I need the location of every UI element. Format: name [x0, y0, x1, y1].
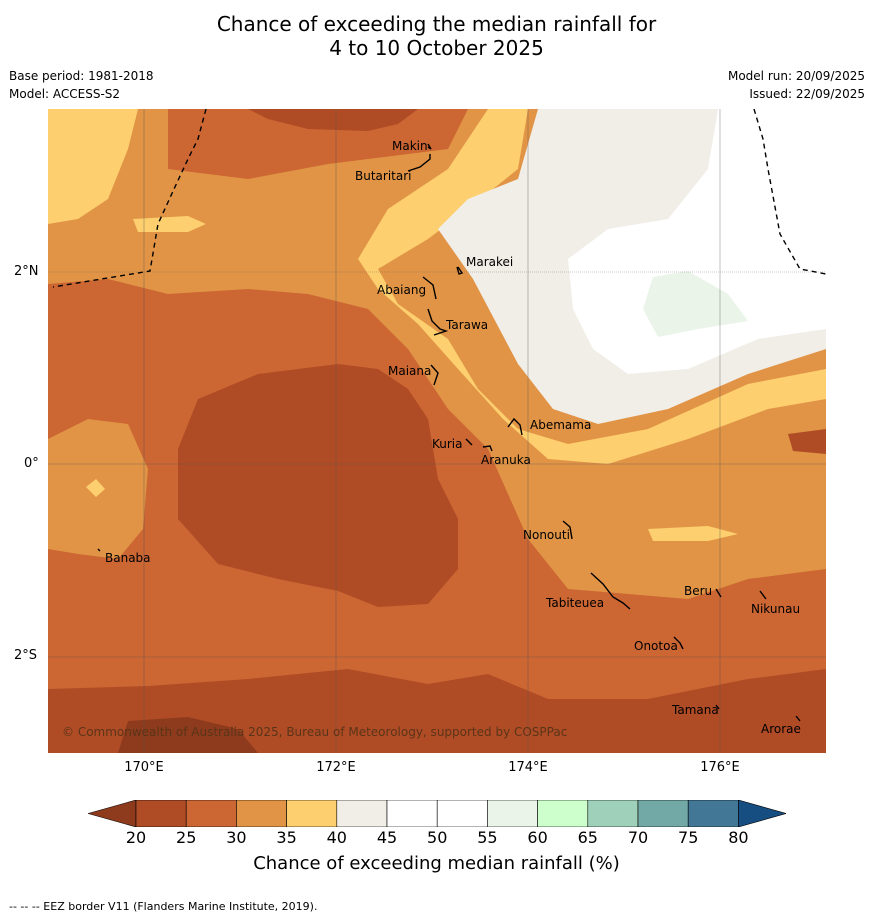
- place-banaba: Banaba: [105, 551, 151, 565]
- model-run: Model run: 20/09/2025: [727, 69, 865, 83]
- region-20-25-centre: [178, 364, 458, 607]
- meta-left: Base period: 1981-2018 Model: ACCESS-S2: [9, 67, 154, 103]
- colorbar-tick: 65: [577, 828, 598, 847]
- region-45-55: [568, 109, 826, 374]
- lon-label-172e: 172°E: [316, 760, 356, 775]
- colorbar-swatch: [236, 800, 287, 827]
- colorbar-swatch: [637, 800, 689, 827]
- place-nikunau: Nikunau: [751, 602, 801, 616]
- region-35-40-small-1: [133, 216, 206, 232]
- colorbar-swatches: [88, 800, 786, 827]
- place-beru: Beru: [684, 584, 713, 598]
- colorbar-swatch: [487, 800, 538, 827]
- title-line-2: 4 to 10 October 2025: [329, 36, 544, 60]
- region-20-25-east: [788, 429, 826, 454]
- copyright-notice: © Commonwealth of Australia 2025, Bureau…: [62, 725, 568, 739]
- island-kuria: [465, 438, 473, 446]
- colorbar-tick: 30: [226, 828, 247, 847]
- chart-title: Chance of exceeding the median rainfall …: [0, 12, 873, 60]
- island-makin: [427, 143, 432, 150]
- colorbar-tick: 50: [427, 828, 448, 847]
- colorbar-swatch: [286, 800, 338, 827]
- colorbar-tick: 70: [627, 828, 649, 847]
- colorbar-tick: 25: [176, 828, 197, 847]
- island-nonouti: [562, 520, 573, 540]
- region-20-25-north: [248, 109, 418, 131]
- lon-label-176e: 176°E: [700, 760, 740, 775]
- place-nonouti: Nonouti: [523, 528, 570, 542]
- island-maiana: [430, 364, 439, 386]
- base-period: Base period: 1981-2018: [9, 69, 154, 83]
- region-35-40-nw: [48, 109, 138, 224]
- lon-label-174e: 174°E: [508, 760, 548, 775]
- meta-right: Model run: 20/09/2025 Issued: 22/09/2025: [728, 67, 865, 103]
- colorbar-swatch: [436, 800, 488, 827]
- place-tabiteuea: Tabiteuea: [546, 596, 605, 610]
- colorbar-tick: 60: [527, 828, 548, 847]
- place-tamana: Tamana: [672, 703, 719, 717]
- region-35-40-small-3: [86, 479, 105, 497]
- region-55-60: [643, 271, 748, 337]
- island-abemama: [507, 417, 523, 436]
- colorbar-tick: 40: [326, 828, 347, 847]
- colorbar-tick: 45: [376, 828, 398, 847]
- colorbar-swatch: [185, 800, 237, 827]
- footer-note: -- -- -- EEZ border V11 (Flanders Marine…: [9, 900, 318, 913]
- place-maiana: Maiana: [388, 364, 432, 378]
- place-butaritari: Butaritari: [355, 169, 412, 183]
- place-tarawa: Tarawa: [446, 318, 489, 332]
- lat-label-2s: 2°S: [14, 648, 38, 663]
- island-beru: [715, 588, 722, 598]
- place-abemama: Abemama: [530, 418, 592, 432]
- island-abaiang: [422, 276, 437, 300]
- place-arorae: Arorae: [761, 722, 801, 736]
- island-arorae: [795, 715, 801, 722]
- model-name: Model: ACCESS-S2: [9, 87, 121, 101]
- place-onotoa: Onotoa: [634, 639, 678, 653]
- island-tabiteuea: [590, 572, 631, 610]
- rainfall-map: [48, 109, 826, 753]
- region-15-20: [118, 717, 258, 753]
- issued-date: Issued: 22/09/2025: [749, 87, 865, 101]
- lat-label-2n: 2°N: [14, 264, 39, 279]
- colorbar-swatch: [587, 800, 639, 827]
- region-20-25-south: [48, 669, 826, 753]
- lat-label-0: 0°: [24, 456, 39, 471]
- colorbar-tick: 35: [276, 828, 297, 847]
- map-svg: [48, 109, 826, 753]
- island-nikunau: [759, 590, 767, 600]
- colorbar-swatch: [687, 800, 739, 827]
- place-makin: Makin: [392, 139, 428, 153]
- eez-border-west: [52, 109, 207, 288]
- colorbar-tick: 80: [728, 828, 749, 847]
- colorbar-label: Chance of exceeding median rainfall (%): [253, 853, 620, 874]
- island-tamana: [715, 704, 720, 710]
- island-marakei: [456, 266, 464, 275]
- colorbar-extend-high: [738, 800, 786, 827]
- lon-label-170e: 170°E: [124, 760, 164, 775]
- region-35-40-small-2: [648, 526, 738, 541]
- island-aranuka: [482, 445, 493, 452]
- colorbar-swatch: [537, 800, 589, 827]
- colorbar-swatch: [336, 800, 388, 827]
- colorbar-extend-low: [88, 800, 137, 827]
- islands: [97, 143, 801, 722]
- island-onotoa: [673, 636, 684, 650]
- colorbar-swatch: [386, 800, 438, 827]
- place-marakei: Marakei: [466, 255, 514, 269]
- place-abaiang: Abaiang: [377, 283, 427, 297]
- title-line-1: Chance of exceeding the median rainfall …: [216, 12, 657, 36]
- island-banaba: [97, 548, 101, 552]
- eez-border-east: [753, 109, 826, 275]
- colorbar-tick: 75: [678, 828, 699, 847]
- island-tarawa: [427, 308, 449, 336]
- colorbar: [88, 800, 786, 827]
- place-kuria: Kuria: [432, 437, 463, 451]
- colorbar-tick: 55: [477, 828, 498, 847]
- colorbar-tick: 20: [125, 828, 147, 847]
- island-butaritari: [407, 154, 431, 172]
- colorbar-swatch: [135, 800, 187, 827]
- place-aranuka: Aranuka: [481, 453, 531, 467]
- graticule: [48, 109, 826, 753]
